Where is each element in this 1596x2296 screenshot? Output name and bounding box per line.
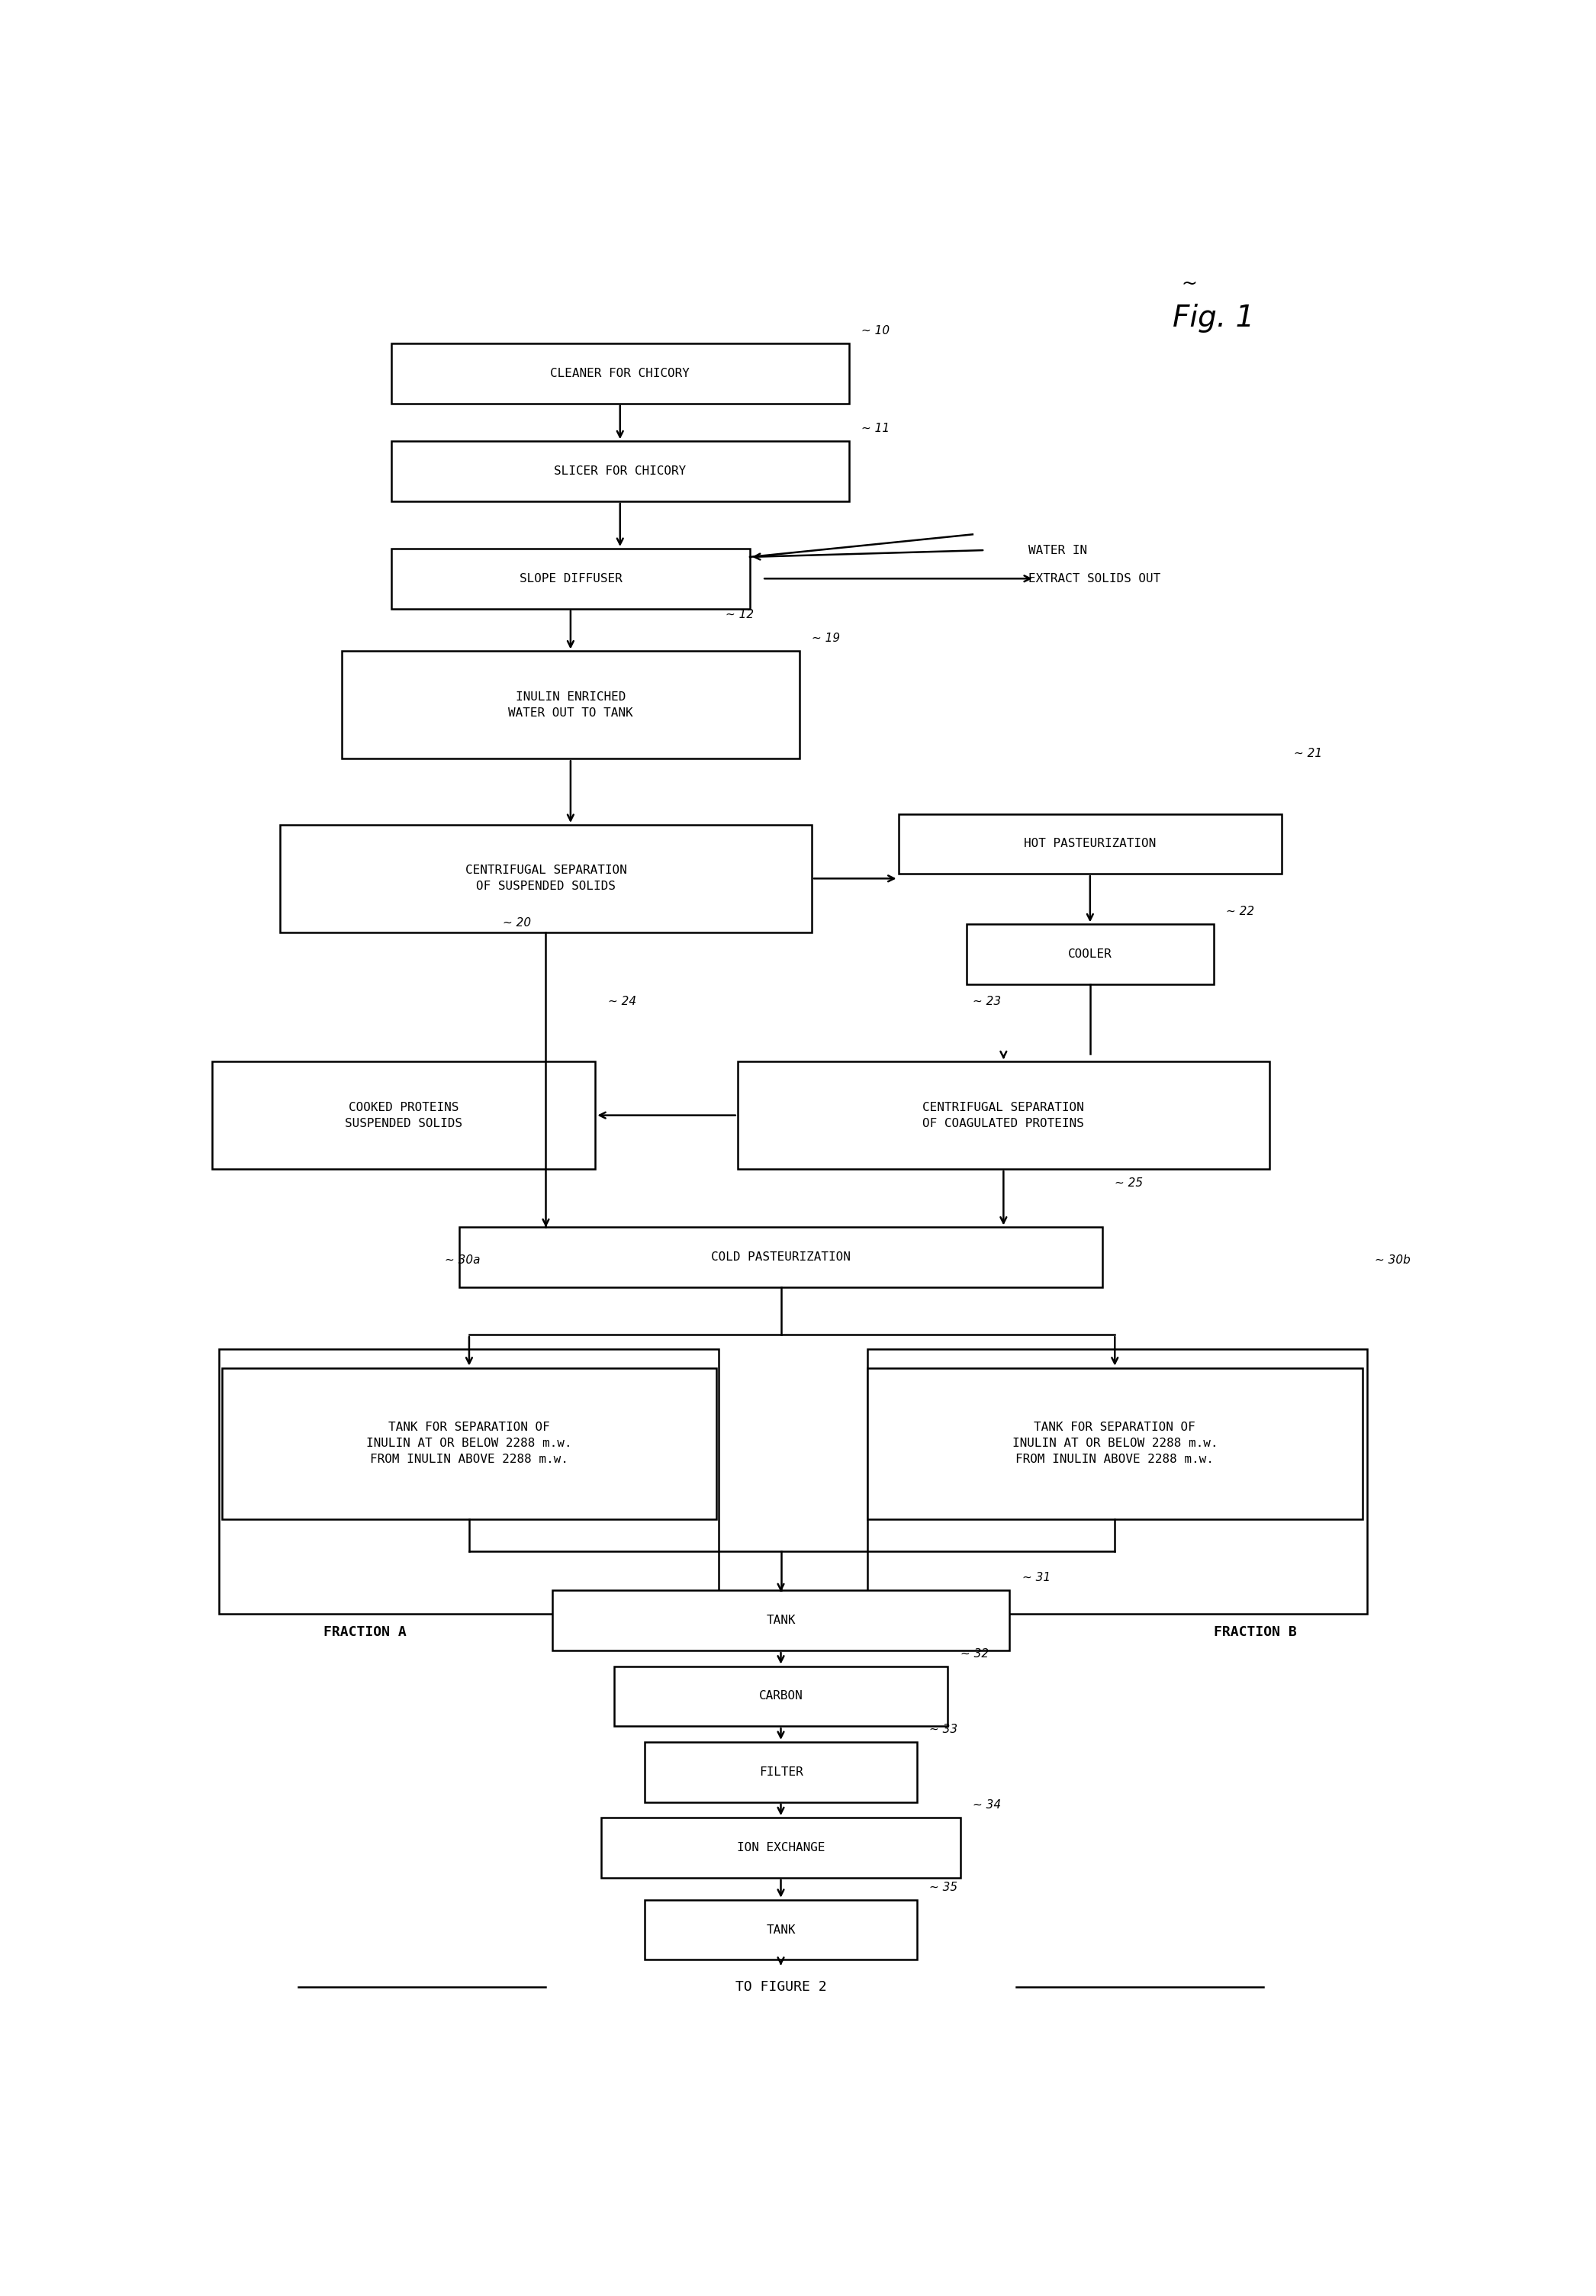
Text: FRACTION A: FRACTION A — [322, 1626, 405, 1639]
FancyBboxPatch shape — [391, 441, 849, 501]
Text: CENTRIFUGAL SEPARATION
OF SUSPENDED SOLIDS: CENTRIFUGAL SEPARATION OF SUSPENDED SOLI… — [464, 866, 627, 893]
FancyBboxPatch shape — [222, 1368, 717, 1520]
Text: EXTRACT SOLIDS OUT: EXTRACT SOLIDS OUT — [1028, 574, 1160, 583]
Text: INULIN ENRICHED
WATER OUT TO TANK: INULIN ENRICHED WATER OUT TO TANK — [508, 691, 634, 719]
Text: ~ 21: ~ 21 — [1294, 748, 1323, 760]
Text: ~ 30b: ~ 30b — [1374, 1256, 1411, 1265]
Text: TO FIGURE 2: TO FIGURE 2 — [736, 1979, 827, 1993]
Text: TANK: TANK — [766, 1924, 795, 1936]
FancyBboxPatch shape — [279, 824, 812, 932]
Text: ~ 20: ~ 20 — [503, 916, 531, 928]
Text: ~ 19: ~ 19 — [812, 634, 839, 645]
Text: ~ 32: ~ 32 — [961, 1649, 988, 1660]
Text: ~ 25: ~ 25 — [1114, 1178, 1143, 1189]
Text: ION EXCHANGE: ION EXCHANGE — [737, 1841, 825, 1853]
Text: ~ 22: ~ 22 — [1226, 907, 1254, 918]
FancyBboxPatch shape — [899, 813, 1282, 875]
Text: ~ 31: ~ 31 — [1021, 1573, 1050, 1584]
FancyBboxPatch shape — [645, 1743, 916, 1802]
FancyBboxPatch shape — [602, 1818, 961, 1878]
Text: COLD PASTEURIZATION: COLD PASTEURIZATION — [712, 1251, 851, 1263]
Text: COOLER: COOLER — [1068, 948, 1112, 960]
FancyBboxPatch shape — [391, 549, 750, 608]
Text: FRACTION B: FRACTION B — [1213, 1626, 1296, 1639]
FancyBboxPatch shape — [645, 1899, 916, 1961]
FancyBboxPatch shape — [391, 344, 849, 404]
Text: ~ 30a: ~ 30a — [444, 1256, 480, 1265]
Text: TANK FOR SEPARATION OF
INULIN AT OR BELOW 2288 m.w.
FROM INULIN ABOVE 2288 m.w.: TANK FOR SEPARATION OF INULIN AT OR BELO… — [1012, 1421, 1218, 1465]
Text: FILTER: FILTER — [758, 1766, 803, 1777]
Text: SLOPE DIFFUSER: SLOPE DIFFUSER — [519, 574, 622, 583]
Text: CENTRIFUGAL SEPARATION
OF COAGULATED PROTEINS: CENTRIFUGAL SEPARATION OF COAGULATED PRO… — [922, 1102, 1084, 1130]
Text: WATER IN: WATER IN — [1028, 544, 1087, 556]
FancyBboxPatch shape — [614, 1667, 948, 1727]
Text: COOKED PROTEINS
SUSPENDED SOLIDS: COOKED PROTEINS SUSPENDED SOLIDS — [345, 1102, 463, 1130]
Text: ~ 12: ~ 12 — [725, 608, 753, 620]
FancyBboxPatch shape — [967, 925, 1215, 985]
Text: HOT PASTEURIZATION: HOT PASTEURIZATION — [1025, 838, 1156, 850]
Text: ~ 35: ~ 35 — [929, 1880, 958, 1892]
FancyBboxPatch shape — [737, 1061, 1269, 1169]
Text: ~: ~ — [1181, 273, 1197, 292]
Text: ~ 11: ~ 11 — [862, 422, 889, 434]
Bar — [219, 1350, 718, 1614]
Text: SLICER FOR CHICORY: SLICER FOR CHICORY — [554, 466, 686, 478]
Bar — [868, 1350, 1368, 1614]
FancyBboxPatch shape — [342, 652, 800, 758]
Text: ~ 34: ~ 34 — [972, 1800, 1001, 1812]
Text: ~ 10: ~ 10 — [862, 326, 889, 338]
Text: TANK FOR SEPARATION OF
INULIN AT OR BELOW 2288 m.w.
FROM INULIN ABOVE 2288 m.w.: TANK FOR SEPARATION OF INULIN AT OR BELO… — [367, 1421, 571, 1465]
Text: ~ 23: ~ 23 — [972, 996, 1001, 1008]
FancyBboxPatch shape — [460, 1228, 1103, 1288]
Text: TANK: TANK — [766, 1614, 795, 1626]
Text: CARBON: CARBON — [758, 1690, 803, 1701]
FancyBboxPatch shape — [868, 1368, 1363, 1520]
Text: Fig. 1: Fig. 1 — [1173, 303, 1254, 333]
FancyBboxPatch shape — [552, 1591, 1010, 1651]
Text: ~ 33: ~ 33 — [929, 1724, 958, 1736]
Text: ~ 24: ~ 24 — [608, 996, 635, 1008]
Text: CLEANER FOR CHICORY: CLEANER FOR CHICORY — [551, 367, 689, 379]
FancyBboxPatch shape — [212, 1061, 595, 1169]
